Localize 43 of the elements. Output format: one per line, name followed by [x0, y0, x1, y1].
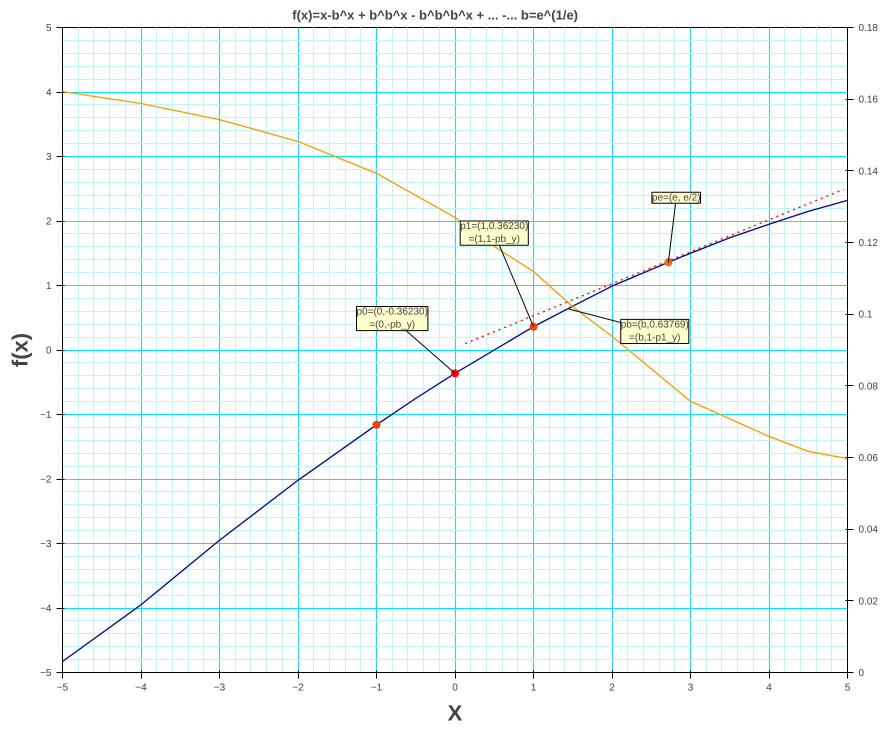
- x-tick-label: −4: [135, 682, 148, 694]
- x-tick-label: 3: [688, 682, 694, 694]
- annotation: p1=(1,0.36230) =(1,1-pb_y): [460, 221, 528, 246]
- y-tick-label: 5: [46, 23, 52, 34]
- x-tick-label: 2: [609, 682, 616, 694]
- point: [372, 420, 380, 429]
- point: [451, 369, 459, 378]
- annotation: pe=(e, e/2): [652, 192, 701, 204]
- x-tick-label: −5: [56, 682, 69, 694]
- y2-tick-label: 0.12: [858, 238, 878, 249]
- y-tick-label: 1: [46, 281, 52, 292]
- y-tick-label: 4: [46, 88, 52, 98]
- x-tick-label: −1: [370, 682, 383, 694]
- y-tick-label: −4: [40, 604, 52, 614]
- y2-tick-label: 0.02: [858, 596, 878, 608]
- point: [664, 258, 672, 266]
- x-tick-label: 4: [766, 682, 772, 694]
- y2-tick-label: 0.1: [858, 310, 873, 321]
- y-tick-label: −1: [40, 410, 52, 421]
- y-tick-label: −2: [40, 474, 52, 486]
- y-tick-label: −5: [40, 668, 52, 679]
- y2-tick-label: 0.06: [858, 453, 878, 464]
- x-axis-title: X: [448, 700, 463, 726]
- x-tick-label: −2: [292, 682, 304, 694]
- y-tick-label: −3: [40, 539, 52, 550]
- point: [530, 322, 538, 331]
- annotation: p0=(0,-0.36230) =(0,-pb_y): [356, 306, 428, 331]
- x-tick-label: 0: [452, 682, 458, 694]
- y2-tick-label: 0.18: [858, 23, 878, 34]
- y-tick-label: 2: [46, 216, 52, 228]
- y2-tick-label: 0.08: [858, 381, 878, 392]
- y2-tick-label: 0.16: [858, 94, 878, 106]
- x-tick-label: 5: [844, 682, 851, 694]
- y2-tick-label: 0: [858, 668, 864, 679]
- y-axis-title: f(x): [8, 332, 32, 368]
- y2-tick-label: 0.04: [858, 524, 878, 536]
- y2-tick-label: 0.14: [858, 166, 878, 178]
- line-series: [62, 90, 848, 460]
- x-tick-label: 1: [530, 682, 537, 694]
- chart-title: f(x)=x-b^x + b^b^x - b^b^b^x + ... -... b=e^(1/e): [292, 8, 578, 22]
- y-tick-label: 3: [46, 152, 52, 163]
- y-tick-label: 0: [46, 346, 52, 356]
- x-tick-label: −3: [214, 682, 226, 694]
